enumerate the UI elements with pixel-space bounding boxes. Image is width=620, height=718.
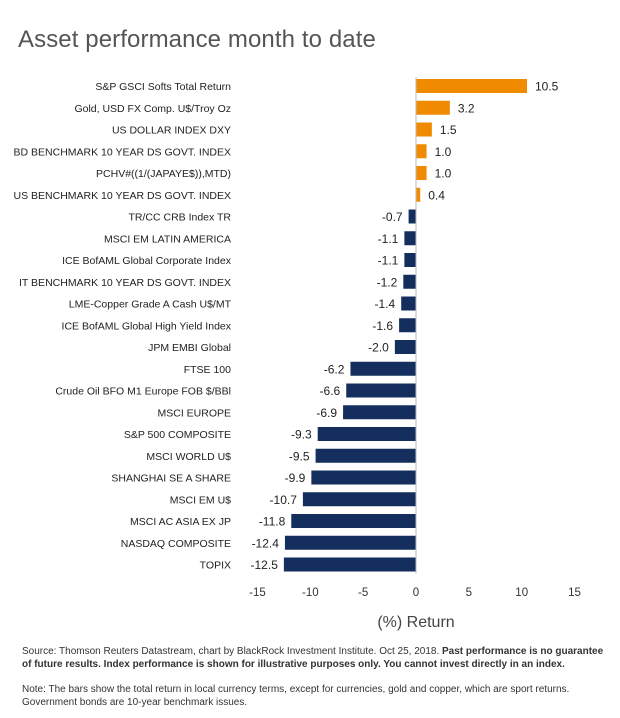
- bar: [346, 383, 416, 398]
- category-label: NASDAQ COMPOSITE: [121, 538, 231, 550]
- data-label: -12.4: [252, 536, 280, 550]
- bar: [350, 361, 416, 376]
- bar: [416, 144, 427, 159]
- data-label: -1.6: [372, 319, 393, 333]
- category-label: ICE BofAML Global High Yield Index: [62, 320, 232, 332]
- category-label: ICE BofAML Global Corporate Index: [62, 255, 232, 267]
- bar: [403, 274, 416, 289]
- bar: [416, 100, 450, 115]
- bar: [416, 122, 432, 137]
- value-labels: 10.5 3.21.5 1.0 1.0 0.4 -0.7 -1.1 -1.1 -1.2 -1.4 -…: [251, 80, 559, 573]
- x-tick-label: 5: [466, 587, 472, 599]
- category-label: TOPIX: [200, 560, 231, 572]
- category-label: LME-Copper Grade A Cash U$/MT: [69, 299, 232, 311]
- data-label: 1.5: [440, 123, 457, 137]
- bar: [284, 535, 416, 550]
- category-label: MSCI WORLD U$: [146, 451, 231, 463]
- x-tick-label: 10: [515, 587, 528, 599]
- bar: [404, 253, 416, 267]
- disclaimer-text: Past performance is no guarantee of futu…: [22, 646, 604, 670]
- category-label: TR/CC CRB Index TR: [129, 212, 232, 224]
- category-label: US BENCHMARK 10 YEAR DS GOVT. INDEX: [14, 190, 231, 202]
- bar: [302, 492, 416, 507]
- x-axis-title: (%) Return: [377, 614, 454, 631]
- x-tick-label: -15: [249, 587, 266, 599]
- data-label: -10.7: [270, 493, 298, 507]
- category-label: S&P GSCI Softs Total Return: [95, 81, 231, 93]
- x-tick-label: -10: [302, 587, 319, 599]
- category-label: MSCI EUROPE: [157, 407, 231, 419]
- category-labels: S&P GSCI Softs Total Return Gold, USD FX …: [14, 81, 232, 572]
- data-label: -1.4: [375, 297, 396, 311]
- bar: [311, 470, 416, 485]
- data-label: -1.1: [378, 232, 399, 246]
- bar: [416, 166, 427, 180]
- data-label: -1.2: [377, 275, 398, 289]
- x-tick-label: 0: [413, 587, 419, 599]
- category-label: IT BENCHMARK 10 YEAR DS GOVT. INDEX: [19, 277, 231, 289]
- category-label: MSCI EM LATIN AMERICA: [104, 233, 231, 245]
- category-label: Crude Oil BFO M1 Europe FOB $/BBl: [55, 386, 231, 398]
- data-label: -1.1: [378, 254, 399, 268]
- category-label: MSCI EM U$: [170, 494, 231, 506]
- bar: [394, 340, 416, 354]
- data-label: 1.0: [435, 167, 452, 181]
- bar: [317, 427, 416, 441]
- data-label: 0.4: [428, 188, 445, 202]
- bar: [315, 448, 416, 463]
- data-label: -6.6: [320, 384, 341, 398]
- x-tick-label: 15: [568, 587, 581, 599]
- data-label: -9.5: [289, 449, 310, 463]
- data-label: 3.2: [458, 101, 475, 115]
- bar: [401, 296, 416, 311]
- data-label: -6.2: [324, 362, 345, 376]
- data-label: -6.9: [316, 406, 337, 420]
- footnote: Note: The bars show the total return in …: [22, 684, 570, 708]
- bars: [283, 79, 527, 572]
- data-label: -11.8: [259, 515, 286, 529]
- data-label: -12.5: [251, 558, 279, 572]
- category-label: FTSE 100: [184, 364, 231, 376]
- x-tick-label: -5: [358, 587, 368, 599]
- bar: [404, 231, 416, 246]
- category-label: PCHV#((1/(JAPAYE$)),MTD): [96, 168, 231, 180]
- category-label: BD BENCHMARK 10 YEAR DS GOVT. INDEX: [14, 146, 231, 158]
- data-label: -9.9: [285, 471, 306, 485]
- category-label: Gold, USD FX Comp. U$/Troy Oz: [74, 103, 231, 115]
- data-label: -2.0: [368, 341, 389, 355]
- data-label: 1.0: [435, 145, 452, 159]
- bar: [408, 209, 416, 224]
- bar: [399, 318, 416, 333]
- bar: [343, 405, 416, 420]
- data-label: -0.7: [382, 210, 403, 224]
- category-label: US DOLLAR INDEX DXY: [112, 125, 231, 137]
- chart-title: Asset performance month to date: [18, 26, 376, 53]
- category-label: S&P 500 COMPOSITE: [124, 429, 231, 441]
- x-tick-labels: -15 -10 -5 0 5 10 15: [249, 587, 581, 599]
- bar: [291, 514, 416, 528]
- data-label: 10.5: [535, 80, 559, 94]
- bar: [416, 187, 421, 202]
- source-note: Source: Thomson Reuters Datastream, char…: [22, 645, 607, 671]
- category-label: MSCI AC ASIA EX JP: [130, 516, 231, 528]
- category-label: SHANGHAI SE A SHARE: [111, 473, 231, 485]
- bar: [416, 79, 527, 93]
- bar-chart: S&P GSCI Softs Total Return Gold, USD FX …: [14, 77, 581, 631]
- bar: [283, 557, 416, 572]
- data-label: -9.3: [291, 428, 312, 442]
- category-label: JPM EMBI Global: [148, 342, 231, 354]
- source-text: Source: Thomson Reuters Datastream, char…: [22, 646, 443, 657]
